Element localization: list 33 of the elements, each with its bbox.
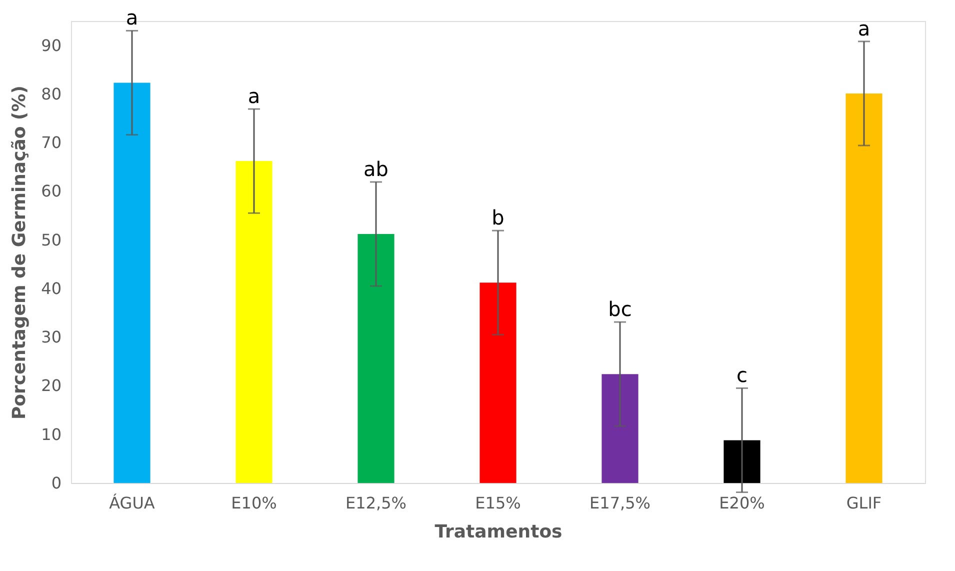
x-tick-label: E12,5% — [346, 494, 406, 512]
y-tick-label: 30 — [41, 328, 62, 347]
y-tick-label: 10 — [41, 424, 62, 444]
y-tick-label: 0 — [51, 474, 62, 492]
x-tick-label: E10% — [231, 494, 277, 512]
annotation: a — [248, 84, 260, 108]
x-tick-label: GLIF — [846, 494, 882, 512]
x-axis-title: Tratamentos — [434, 522, 562, 542]
bar — [480, 282, 516, 483]
annotation: a — [858, 16, 870, 40]
y-tick-label: 80 — [41, 84, 62, 104]
y-tick-label: 70 — [41, 133, 62, 152]
y-tick-label: 50 — [41, 230, 62, 250]
x-tick-label: ÁGUA — [109, 494, 155, 512]
x-tick-label: E20% — [719, 494, 765, 512]
y-tick-label: 60 — [41, 182, 62, 201]
y-tick-label: 20 — [41, 376, 62, 396]
y-tick-label: 90 — [41, 36, 62, 55]
annotation: c — [736, 363, 748, 388]
bar — [114, 82, 150, 483]
y-axis-title: Porcentagem de Germinação (%) — [9, 85, 30, 420]
bar — [846, 93, 882, 483]
bar — [358, 234, 394, 483]
bar — [724, 440, 760, 483]
annotation: ab — [364, 156, 388, 181]
x-tick-label: E17,5% — [590, 494, 650, 512]
bar — [236, 161, 272, 483]
bar — [602, 374, 638, 483]
annotation: b — [492, 206, 504, 230]
y-tick-label: 40 — [41, 278, 62, 298]
annotation: a — [126, 6, 138, 30]
annotation: bc — [608, 297, 632, 322]
x-tick-label: E15% — [475, 494, 521, 512]
